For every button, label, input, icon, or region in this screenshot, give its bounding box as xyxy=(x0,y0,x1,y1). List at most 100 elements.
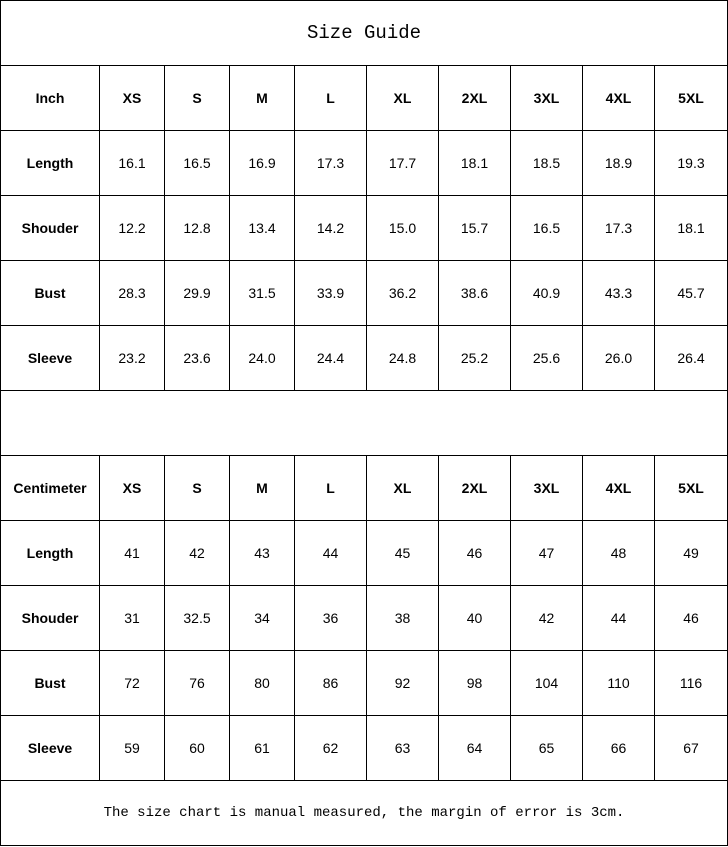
spacer-row xyxy=(0,390,728,456)
measurement-value: 17.3 xyxy=(294,130,367,196)
inch-row-bust: Bust 28.3 29.9 31.5 33.9 36.2 38.6 40.9 43.3 45.7 xyxy=(0,260,728,326)
measurement-value: 24.8 xyxy=(366,325,439,391)
measurement-value: 23.2 xyxy=(99,325,165,391)
measurement-label: Sleeve xyxy=(0,325,100,391)
measurement-value: 61 xyxy=(229,715,295,781)
measurement-value: 14.2 xyxy=(294,195,367,261)
measurement-value: 18.5 xyxy=(510,130,583,196)
size-header-s: S xyxy=(164,455,230,521)
measurement-value: 29.9 xyxy=(164,260,230,326)
measurement-value: 31.5 xyxy=(229,260,295,326)
measurement-value: 36 xyxy=(294,585,367,651)
measurement-value: 45 xyxy=(366,520,439,586)
measurement-value: 43.3 xyxy=(582,260,655,326)
measurement-note: The size chart is manual measured, the m… xyxy=(0,780,728,846)
measurement-value: 46 xyxy=(438,520,511,586)
measurement-value: 24.0 xyxy=(229,325,295,391)
inch-header-row: Inch XS S M L XL 2XL 3XL 4XL 5XL xyxy=(0,65,728,131)
size-header-xs: XS xyxy=(99,65,165,131)
measurement-value: 23.6 xyxy=(164,325,230,391)
measurement-value: 17.7 xyxy=(366,130,439,196)
measurement-value: 19.3 xyxy=(653,130,728,196)
measurement-value: 40 xyxy=(438,585,511,651)
measurement-value: 43 xyxy=(229,520,295,586)
title-row: Size Guide xyxy=(0,0,728,66)
measurement-value: 26.0 xyxy=(582,325,655,391)
size-header-m: M xyxy=(229,65,295,131)
measurement-value: 42 xyxy=(510,585,583,651)
measurement-value: 116 xyxy=(653,650,728,716)
measurement-value: 18.9 xyxy=(582,130,655,196)
measurement-value: 12.2 xyxy=(99,195,165,261)
measurement-value: 15.0 xyxy=(366,195,439,261)
inch-unit-label: Inch xyxy=(0,65,100,131)
measurement-value: 16.9 xyxy=(229,130,295,196)
centimeter-unit-label: Centimeter xyxy=(0,455,100,521)
measurement-value: 59 xyxy=(99,715,165,781)
measurement-value: 42 xyxy=(164,520,230,586)
size-header-5xl: 5XL xyxy=(653,455,728,521)
size-header-xl: XL xyxy=(366,65,439,131)
measurement-value: 62 xyxy=(294,715,367,781)
measurement-value: 66 xyxy=(582,715,655,781)
size-header-s: S xyxy=(164,65,230,131)
measurement-value: 32.5 xyxy=(164,585,230,651)
measurement-value: 28.3 xyxy=(99,260,165,326)
measurement-value: 45.7 xyxy=(653,260,728,326)
measurement-value: 86 xyxy=(294,650,367,716)
measurement-value: 17.3 xyxy=(582,195,655,261)
measurement-value: 64 xyxy=(438,715,511,781)
measurement-value: 46 xyxy=(653,585,728,651)
centimeter-header-row: Centimeter XS S M L XL 2XL 3XL 4XL 5XL xyxy=(0,455,728,521)
inch-row-length: Length 16.1 16.5 16.9 17.3 17.7 18.1 18.5 18.9 19… xyxy=(0,130,728,196)
measurement-value: 60 xyxy=(164,715,230,781)
size-header-4xl: 4XL xyxy=(582,455,655,521)
measurement-value: 41 xyxy=(99,520,165,586)
measurement-label: Length xyxy=(0,520,100,586)
size-header-3xl: 3XL xyxy=(510,65,583,131)
centimeter-row-bust: Bust 72 76 80 86 92 98 104 110 116 xyxy=(0,650,728,716)
measurement-value: 18.1 xyxy=(653,195,728,261)
measurement-value: 26.4 xyxy=(653,325,728,391)
size-header-2xl: 2XL xyxy=(438,65,511,131)
measurement-value: 38.6 xyxy=(438,260,511,326)
centimeter-row-sleeve: Sleeve 59 60 61 62 63 64 65 66 67 xyxy=(0,715,728,781)
size-header-m: M xyxy=(229,455,295,521)
measurement-label: Shouder xyxy=(0,585,100,651)
page-title: Size Guide xyxy=(0,0,728,66)
measurement-label: Bust xyxy=(0,260,100,326)
measurement-value: 34 xyxy=(229,585,295,651)
measurement-value: 104 xyxy=(510,650,583,716)
size-header-5xl: 5XL xyxy=(653,65,728,131)
size-header-xs: XS xyxy=(99,455,165,521)
inch-row-sleeve: Sleeve 23.2 23.6 24.0 24.4 24.8 25.2 25.6 26.0 26… xyxy=(0,325,728,391)
measurement-value: 38 xyxy=(366,585,439,651)
measurement-label: Sleeve xyxy=(0,715,100,781)
size-header-3xl: 3XL xyxy=(510,455,583,521)
measurement-value: 18.1 xyxy=(438,130,511,196)
inch-row-shouder: Shouder 12.2 12.8 13.4 14.2 15.0 15.7 16.5 17.3 1… xyxy=(0,195,728,261)
measurement-value: 44 xyxy=(294,520,367,586)
size-header-xl: XL xyxy=(366,455,439,521)
measurement-label: Shouder xyxy=(0,195,100,261)
measurement-value: 49 xyxy=(653,520,728,586)
measurement-value: 13.4 xyxy=(229,195,295,261)
size-header-4xl: 4XL xyxy=(582,65,655,131)
measurement-value: 98 xyxy=(438,650,511,716)
measurement-value: 12.8 xyxy=(164,195,230,261)
size-header-2xl: 2XL xyxy=(438,455,511,521)
measurement-value: 72 xyxy=(99,650,165,716)
measurement-value: 65 xyxy=(510,715,583,781)
centimeter-row-length: Length 41 42 43 44 45 46 47 48 49 xyxy=(0,520,728,586)
measurement-value: 16.1 xyxy=(99,130,165,196)
measurement-label: Bust xyxy=(0,650,100,716)
measurement-value: 48 xyxy=(582,520,655,586)
measurement-value: 16.5 xyxy=(164,130,230,196)
measurement-value: 40.9 xyxy=(510,260,583,326)
measurement-value: 25.2 xyxy=(438,325,511,391)
measurement-value: 16.5 xyxy=(510,195,583,261)
measurement-value: 80 xyxy=(229,650,295,716)
measurement-value: 31 xyxy=(99,585,165,651)
measurement-value: 110 xyxy=(582,650,655,716)
